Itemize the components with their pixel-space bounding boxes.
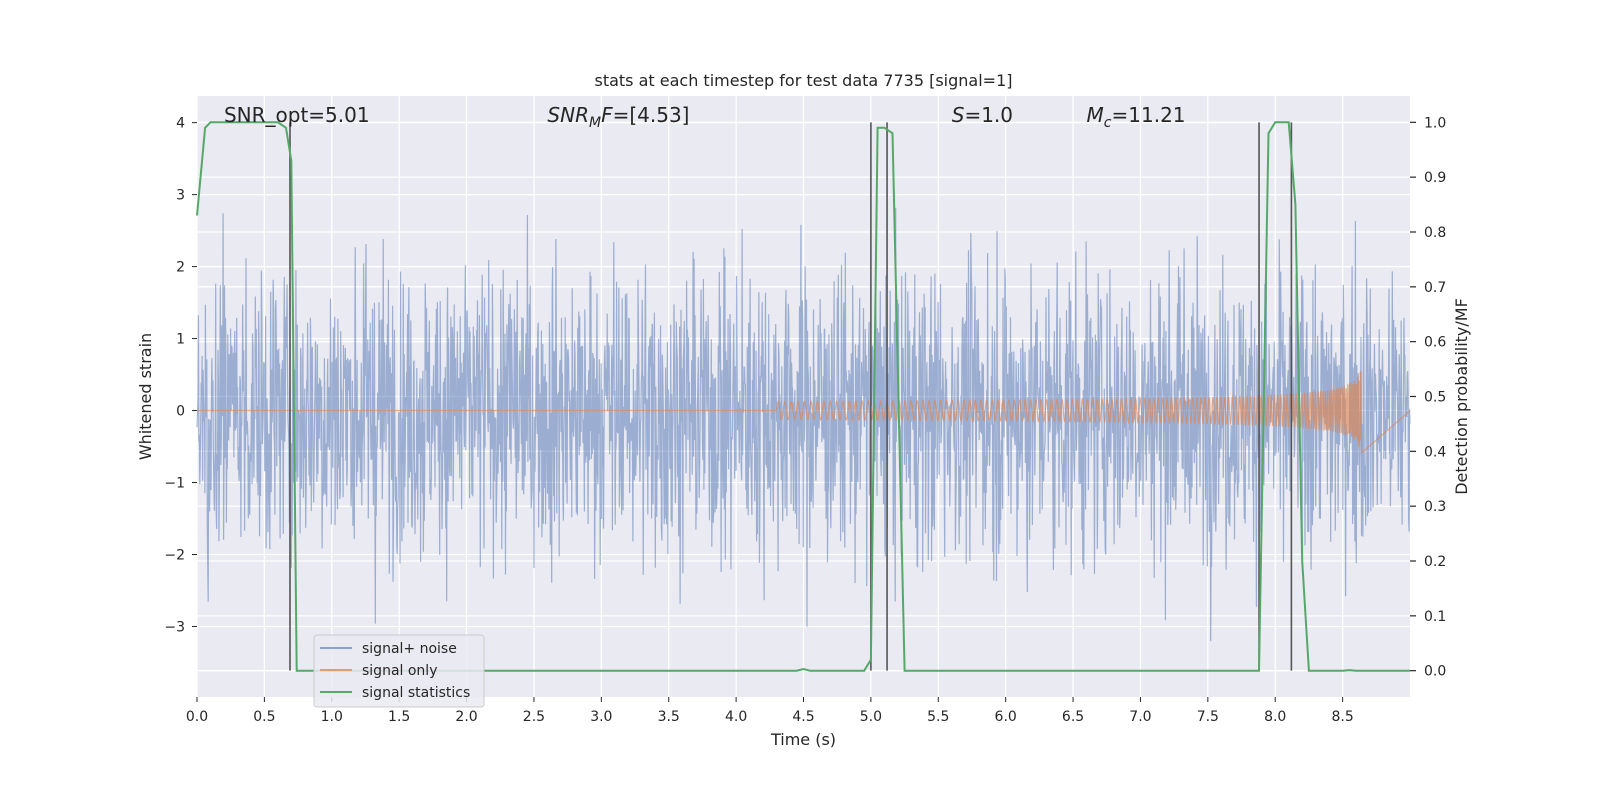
x-axis-label: Time (s) <box>770 730 836 749</box>
y-tick-label: 3 <box>176 188 185 204</box>
y2-tick-label: 0.5 <box>1424 390 1446 406</box>
x-tick-label: 8.0 <box>1264 709 1286 725</box>
y2-tick-label: 0.2 <box>1424 554 1446 570</box>
x-tick-label: 4.5 <box>792 709 814 725</box>
legend-label-2: signal only <box>362 663 437 679</box>
x-tick-label: 8.5 <box>1331 709 1353 725</box>
noise-line <box>196 207 1411 642</box>
x-tick-label: 2.0 <box>455 709 477 725</box>
x-tick-label: 2.5 <box>523 709 545 725</box>
series-signal-noise <box>196 207 1411 642</box>
y2-tick-label: 0.1 <box>1424 609 1446 625</box>
x-tick-label: 3.5 <box>658 709 680 725</box>
y-tick-label: 2 <box>176 260 185 276</box>
annotation-subscript: M <box>589 115 601 131</box>
y2-tick-label: 0.6 <box>1424 335 1446 351</box>
x-tick-label: 4.0 <box>725 709 747 725</box>
x-tick-label: 3.0 <box>590 709 612 725</box>
x-tick-label: 7.0 <box>1129 709 1151 725</box>
y-tick-label: −2 <box>164 547 185 563</box>
legend-label-3: signal statistics <box>362 685 470 701</box>
y-axis-right: 0.0 0.1 0.2 0.3 0.4 0.5 0.6 0.7 0.8 0.9 1.0 <box>1410 115 1446 680</box>
x-tick-label: 5.5 <box>927 709 949 725</box>
vertical-markers <box>289 122 1293 671</box>
legend-box <box>313 634 485 708</box>
y-axis-left: −3 −2 −1 0 1 2 3 4 <box>164 116 197 635</box>
x-tick-label: 0.0 <box>186 709 208 725</box>
annotation-value: =[4.53] <box>613 103 690 127</box>
y-tick-label: 0 <box>176 404 185 420</box>
x-axis: 0.0 0.5 1.0 1.5 2.0 2.5 3.0 3.5 4.0 4.5 5.0 5.5 6.0 6… <box>186 697 1354 725</box>
y2-tick-label: 0.4 <box>1424 444 1446 460</box>
y2-tick-label: 0.3 <box>1424 499 1446 515</box>
y2-axis-label: Detection probability/MF <box>1452 298 1471 495</box>
annotation-symbol: S <box>952 103 965 127</box>
annotation-1: SNR_opt=5.01 <box>224 103 370 127</box>
y-tick-label: −1 <box>164 476 185 492</box>
annotation-subscript: c <box>1104 115 1112 131</box>
y2-tick-label: 0.8 <box>1424 225 1446 241</box>
x-tick-label: 5.0 <box>860 709 882 725</box>
x-tick-label: 6.0 <box>995 709 1017 725</box>
annotation-symbol: M <box>1087 103 1104 127</box>
legend-label-1: signal+ noise <box>362 641 457 657</box>
x-tick-label: 1.5 <box>388 709 410 725</box>
y2-tick-label: 0.9 <box>1424 170 1446 186</box>
y2-tick-label: 0.7 <box>1424 280 1446 296</box>
annotation-value: =11.21 <box>1112 103 1186 127</box>
annotation-symbol: F <box>601 103 613 127</box>
stats-line <box>196 121 1410 672</box>
annotation-4: Mc=11.21 <box>1087 103 1186 131</box>
legend: signal+ noise signal only signal statistic… <box>313 634 485 708</box>
y-axis-label: Whitened strain <box>136 333 155 460</box>
series-signal-statistics <box>196 121 1410 672</box>
annotations: SNR_opt=5.01 SNRMF=[4.53] S=1.0 Mc=11.21 <box>224 103 1186 131</box>
y-tick-label: 4 <box>176 116 185 132</box>
annotation-symbol: SNR <box>547 103 589 127</box>
annotation-2: SNRMF=[4.53] <box>547 103 689 131</box>
annotation-3: S=1.0 <box>952 103 1013 127</box>
y2-tick-label: 1.0 <box>1424 115 1446 131</box>
x-tick-label: 7.5 <box>1197 709 1219 725</box>
y-tick-label: 1 <box>176 332 185 348</box>
x-tick-label: 1.0 <box>321 709 343 725</box>
y2-tick-label: 0.0 <box>1424 664 1446 680</box>
y-tick-label: −3 <box>164 619 185 635</box>
chart-title: stats at each timestep for test data 773… <box>594 71 1012 90</box>
annotation-value: =1.0 <box>964 103 1013 127</box>
x-tick-label: 0.5 <box>253 709 275 725</box>
x-tick-label: 6.5 <box>1062 709 1084 725</box>
